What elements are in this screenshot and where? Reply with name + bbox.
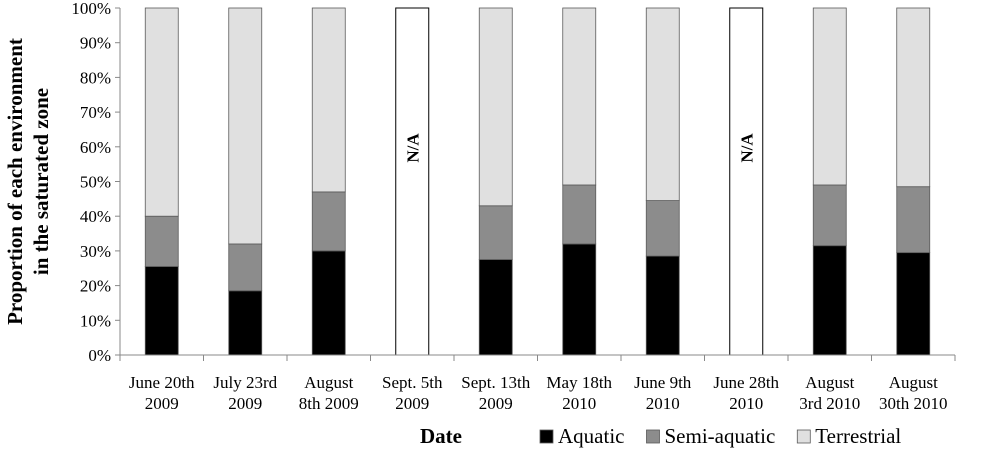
y-tick-label: 20% [80,277,111,296]
bar-segment-aquatic [562,243,597,356]
bar-segment-terrestrial [562,7,597,186]
x-axis-title: Date [420,424,462,448]
bar-segment-semi-aquatic [144,215,179,267]
bar-segment-aquatic [144,266,179,356]
bar-na [395,7,430,356]
bar-segment-terrestrial [144,7,179,217]
legend-swatch [796,429,811,444]
bar-segment-semi-aquatic [812,184,847,247]
legend-swatch [539,429,554,444]
x-tick-label: 2009 [145,394,179,413]
x-tick-label: 2010 [646,394,680,413]
bar-segment-aquatic [812,245,847,356]
x-tick-label: May 18th [546,373,612,392]
bar-segment-terrestrial [896,7,931,188]
bar-segment-semi-aquatic [562,184,597,245]
y-tick-label: 70% [80,103,111,122]
bar-segment-terrestrial [311,7,346,193]
bar-segment-terrestrial [228,7,263,245]
y-tick-label: 30% [80,242,111,261]
x-tick-label: June 9th [634,373,692,392]
x-tick-label: July 23rd [213,373,277,392]
legend-swatch [646,429,660,444]
y-tick-label: 90% [80,34,111,53]
na-label: N/A [403,133,422,163]
bars: N/A N/A [144,7,931,356]
bar-na [729,7,764,356]
bar-segment-aquatic [228,290,263,356]
bar-segment-aquatic [478,259,513,356]
x-tick-label: Sept. 13th [461,373,530,392]
y-axis-ticks: 0% 10% 20% 30% 40% 50% 60% 70% 80% 90% 100% [71,0,120,365]
y-axis-title-line: in the saturated zone [29,88,53,275]
x-tick-label: 2009 [479,394,513,413]
bar-segment-semi-aquatic [311,191,346,252]
y-axis-title: Proportion of each environment in the sat… [3,38,53,325]
bar-segment-semi-aquatic [228,243,263,292]
x-tick-label: 30th 2010 [879,394,947,413]
legend-label: Terrestrial [815,424,901,448]
x-axis-labels: June 20th 2009 July 23rd 2009 August 8th 2009… [129,373,948,413]
bar-segment-terrestrial [812,7,847,186]
y-tick-label: 100% [71,0,111,18]
x-tick-label: June 20th [129,373,195,392]
bar-segment-semi-aquatic [645,200,680,257]
x-tick-label: 3rd 2010 [799,394,860,413]
y-tick-label: 40% [80,207,111,226]
na-label: N/A [737,133,756,163]
x-tick-label: Sept. 5th [382,373,443,392]
bar-segment-terrestrial [478,7,513,207]
x-tick-label: 2009 [228,394,262,413]
y-tick-label: 80% [80,68,111,87]
x-tick-label: August [304,373,353,392]
x-tick-label: 2010 [562,394,596,413]
y-tick-label: 60% [80,138,111,157]
bar-segment-terrestrial [645,7,680,201]
bar-segment-aquatic [896,252,931,356]
x-tick-label: 2009 [395,394,429,413]
x-axis [119,8,956,361]
bar-segment-semi-aquatic [478,205,513,260]
x-tick-label: 8th 2009 [299,394,359,413]
legend: Aquatic Semi-aquatic Terrestrial [539,424,901,448]
bar-segment-aquatic [645,255,680,356]
x-tick-label: 2010 [729,394,763,413]
y-tick-label: 0% [88,346,111,365]
x-tick-label: August [805,373,854,392]
bar-segment-aquatic [311,250,346,356]
y-tick-label: 10% [80,311,111,330]
bar-segment-semi-aquatic [896,186,931,254]
legend-label: Semi-aquatic [664,424,775,448]
x-tick-label: August [889,373,938,392]
x-tick-label: June 28th [713,373,779,392]
y-tick-label: 50% [80,173,111,192]
legend-label: Aquatic [558,424,624,448]
y-axis-title-line: Proportion of each environment [3,38,27,325]
